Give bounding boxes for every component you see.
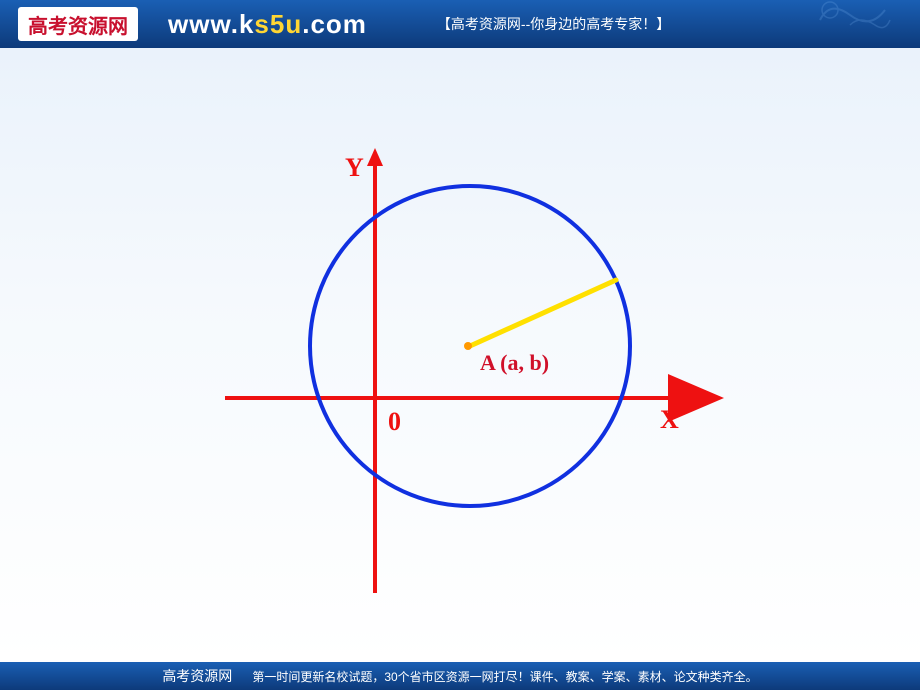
header-tagline: 【高考资源网--你身边的高考专家！】: [437, 14, 670, 34]
domain-suffix: .com: [302, 9, 367, 39]
main-canvas: Y X 0 A (a, b): [0, 48, 920, 662]
footer-logo: 高考资源网: [162, 666, 232, 686]
domain-text: www.ks5u.com: [168, 9, 367, 40]
domain-s: s5u: [254, 9, 302, 39]
y-label: Y: [345, 153, 364, 182]
footer-bar: 高考资源网 第一时间更新名校试题，30个省市区资源一网打尽！课件、教案、学案、素…: [0, 662, 920, 690]
domain-prefix: www.: [168, 9, 239, 39]
domain-k: k: [239, 9, 254, 39]
footer-text: 第一时间更新名校试题，30个省市区资源一网打尽！课件、教案、学案、素材、论文种类…: [252, 668, 757, 685]
logo-text: 高考资源网: [28, 10, 128, 39]
logo-box: 高考资源网: [18, 7, 138, 41]
point-label: A (a, b): [480, 350, 549, 375]
header-bar: 高考资源网 www.ks5u.com 【高考资源网--你身边的高考专家！】: [0, 0, 920, 48]
x-label: X: [660, 405, 679, 434]
center-dot: [464, 342, 472, 350]
header-decoration: [800, 0, 900, 48]
geometry-diagram: Y X 0 A (a, b): [0, 48, 920, 662]
radius-line: [470, 280, 616, 346]
origin-label: 0: [388, 407, 401, 436]
y-axis-arrow: [367, 148, 383, 166]
